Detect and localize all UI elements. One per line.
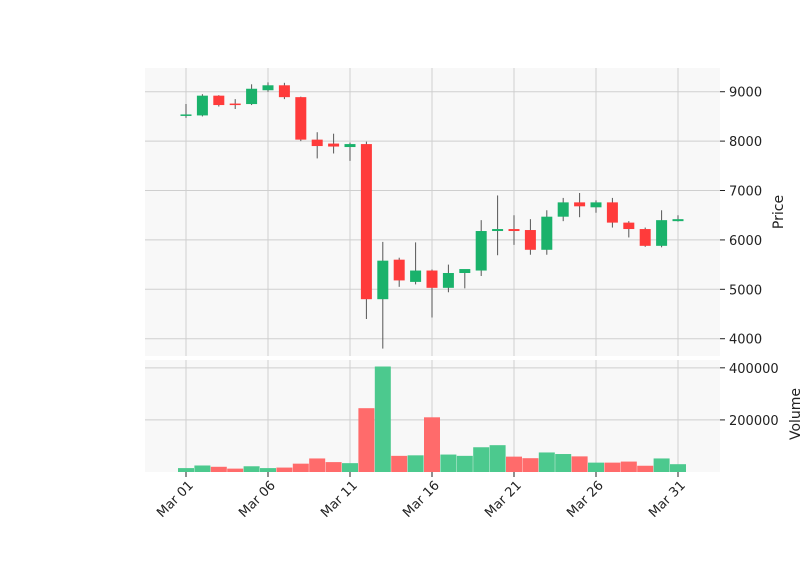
candle-body (492, 229, 504, 232)
volume-bar (620, 461, 637, 472)
candle-body (410, 270, 422, 282)
candle-body (262, 85, 274, 91)
volume-bar (653, 458, 670, 472)
volume-bar (571, 456, 588, 472)
volume-bar (391, 455, 408, 472)
volume-bar (637, 465, 654, 472)
volume-bar (342, 463, 358, 472)
volume-bar (440, 454, 457, 472)
candle-body (639, 229, 651, 246)
volume-bar (489, 445, 506, 472)
candle-body (442, 273, 454, 288)
candle-body (426, 270, 438, 288)
volume-bar (276, 467, 293, 472)
candle-body (524, 230, 536, 250)
candle-body (656, 220, 668, 246)
price-axis-label: Price (771, 195, 787, 229)
candles (180, 82, 684, 349)
volume-bar (243, 466, 260, 472)
candle-body (590, 202, 602, 208)
volume-bar (604, 462, 621, 472)
candle-body (229, 103, 241, 106)
candle-body (180, 114, 192, 116)
volume-bar (178, 468, 194, 472)
price-tick-label: 6000 (729, 234, 762, 249)
volume-bar (456, 455, 473, 472)
x-tick-label: Mar 06 (236, 478, 279, 521)
candle-body (196, 95, 208, 116)
candle-body (360, 144, 372, 300)
volume-bar (309, 458, 326, 472)
volume-bar (210, 466, 227, 472)
candle-body (311, 139, 323, 147)
x-tick-label: Mar 31 (646, 478, 689, 521)
candle-body (459, 269, 471, 274)
volume-bar (325, 462, 342, 472)
volume-bar (670, 464, 686, 472)
candle-body (377, 260, 389, 300)
volume-bars (178, 366, 686, 472)
volume-bar (358, 408, 375, 472)
candle-body (508, 229, 520, 232)
candle-body (393, 259, 405, 281)
candle-body (557, 202, 569, 217)
price-tick-label: 9000 (729, 86, 762, 101)
candle-body (623, 222, 635, 230)
x-tick-label: Mar 21 (482, 478, 525, 521)
volume-bar (292, 463, 309, 472)
volume-bar (538, 452, 555, 472)
volume-axis-label: Volume (788, 388, 800, 440)
volume-bar (260, 468, 276, 472)
candle-body (606, 202, 618, 223)
candle-body (278, 85, 290, 98)
volume-bar (374, 366, 391, 472)
candle-body (295, 97, 307, 140)
candle-body (344, 144, 356, 148)
price-tick-label: 5000 (729, 283, 762, 298)
volume-bar (194, 465, 211, 472)
volume-bar (522, 458, 539, 472)
volume-bar (407, 455, 424, 472)
volume-bar (506, 456, 522, 472)
x-tick-label: Mar 16 (400, 478, 443, 521)
volume-tick-label: 200000 (729, 414, 779, 429)
volume-bar (424, 417, 440, 472)
price-tick-label: 4000 (729, 333, 762, 348)
volume-tick-label: 400000 (729, 362, 779, 377)
x-tick-label: Mar 01 (154, 478, 197, 521)
volume-bar (555, 454, 572, 472)
candle-body (475, 231, 487, 271)
candle-body (246, 88, 258, 105)
price-tick-label: 8000 (729, 135, 762, 150)
candle-body (541, 216, 553, 250)
price-tick-label: 7000 (729, 185, 762, 200)
x-tick-label: Mar 11 (318, 478, 361, 521)
candle-body (574, 202, 586, 207)
volume-bar (227, 468, 244, 472)
candle-body (672, 219, 684, 222)
candle-body (213, 95, 225, 106)
volume-bar (588, 462, 604, 472)
x-tick-label: Mar 26 (564, 478, 607, 521)
volume-bar (473, 447, 490, 472)
candle-body (328, 143, 340, 147)
